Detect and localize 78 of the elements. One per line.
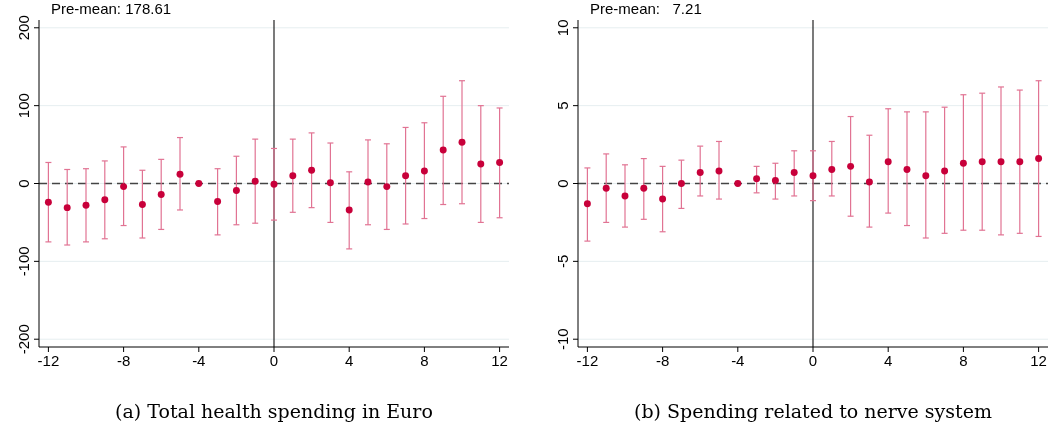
- point: [439, 146, 447, 154]
- point: [326, 179, 334, 187]
- point: [420, 167, 428, 175]
- point: [138, 201, 146, 208]
- y-tick-label: 10: [554, 19, 571, 37]
- y-tick-label: -200: [15, 324, 32, 355]
- y-tick-label: 100: [15, 93, 32, 119]
- point: [251, 177, 259, 185]
- x-tick-label: 12: [1030, 352, 1047, 369]
- point: [790, 169, 798, 177]
- point: [771, 176, 779, 184]
- x-tick-label: 0: [269, 352, 279, 369]
- point: [345, 206, 353, 214]
- point: [809, 172, 817, 180]
- point: [978, 158, 986, 166]
- x-tick-label: 8: [420, 352, 429, 369]
- x-tick-label: -8: [655, 352, 670, 369]
- point: [214, 197, 222, 205]
- y-tick-label: 5: [554, 101, 571, 110]
- x-tick-label: 0: [808, 352, 818, 369]
- point: [308, 166, 316, 174]
- y-tick-label: -100: [15, 246, 32, 277]
- point: [997, 158, 1005, 166]
- point: [941, 167, 949, 175]
- point: [602, 184, 610, 192]
- text: Pre-mean: 178.61: [51, 0, 172, 17]
- point: [640, 184, 648, 192]
- x-tick-label: -4: [192, 352, 206, 369]
- text: Pre-mean: 7.21: [590, 0, 702, 17]
- point: [270, 180, 278, 188]
- y-tick-label: 0: [554, 179, 571, 188]
- point: [157, 190, 165, 198]
- text: (b) Spending related to nerve system: [633, 400, 993, 422]
- point: [734, 180, 742, 187]
- point: [715, 167, 723, 175]
- x-tick-label: -12: [37, 352, 60, 369]
- y-tick-label: 0: [15, 179, 32, 188]
- point: [101, 196, 109, 204]
- x-tick-label: -8: [116, 352, 131, 369]
- x-tick-label: 4: [345, 352, 354, 369]
- point: [458, 138, 466, 146]
- point: [496, 159, 504, 166]
- point: [383, 183, 391, 191]
- point: [903, 166, 911, 173]
- point: [477, 160, 485, 168]
- x-tick-label: -4: [731, 352, 745, 369]
- point: [195, 180, 203, 187]
- y-tick-label: 200: [15, 15, 32, 41]
- point: [232, 187, 240, 194]
- x-tick-label: 8: [959, 352, 968, 369]
- point: [120, 183, 128, 191]
- y-tick-label: -5: [554, 254, 571, 269]
- point: [621, 192, 629, 200]
- point: [583, 200, 591, 208]
- x-tick-label: 4: [884, 352, 893, 369]
- point: [696, 169, 704, 177]
- point: [1016, 158, 1024, 166]
- point: [659, 195, 667, 203]
- point: [865, 178, 873, 186]
- point: [677, 180, 685, 187]
- text: (a) Total health spending in Euro: [115, 400, 433, 422]
- point: [959, 159, 967, 167]
- point: [847, 162, 855, 170]
- point: [364, 178, 372, 186]
- y-tick-label: -10: [554, 328, 571, 351]
- point: [828, 166, 836, 173]
- point: [289, 172, 297, 180]
- point: [44, 198, 52, 206]
- x-tick-label: -12: [576, 352, 599, 369]
- point: [82, 201, 90, 209]
- point: [884, 158, 892, 166]
- point: [176, 170, 184, 178]
- point: [402, 172, 410, 180]
- point: [63, 204, 71, 212]
- point: [753, 175, 761, 183]
- point: [1035, 155, 1043, 163]
- point: [922, 172, 930, 180]
- x-tick-label: 12: [491, 352, 508, 369]
